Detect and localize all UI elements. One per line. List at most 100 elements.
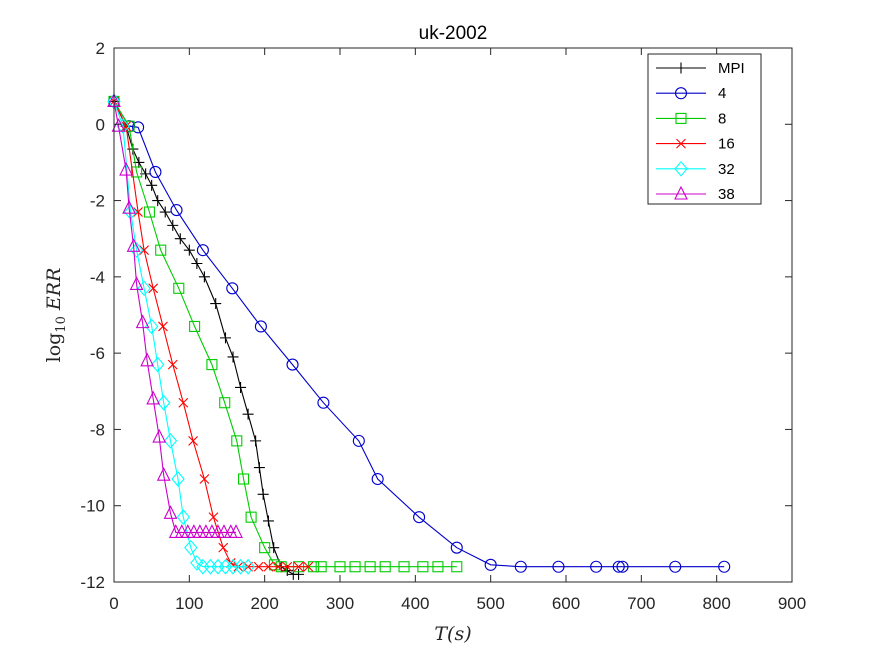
series-line-4	[113, 101, 725, 568]
data-point-4-13	[450, 541, 463, 554]
data-point-38-8	[146, 390, 161, 405]
data-point-8-21	[379, 561, 391, 573]
data-point-16-20	[303, 561, 314, 572]
data-point-38-2	[119, 161, 133, 176]
series-8	[108, 95, 463, 573]
legend-box	[647, 53, 762, 205]
data-point-32-12	[190, 555, 204, 571]
data-point-32-19	[241, 558, 255, 575]
y-tick-label: -4	[90, 268, 105, 287]
axes-group: 0 100 200 300 400 500 600 700 800 900 2 0 -2 -4 -6 -8 -1…	[80, 39, 806, 613]
data-point-8-24	[432, 561, 444, 573]
data-point-16-6	[167, 359, 178, 370]
data-point-8-7	[206, 359, 218, 371]
data-point-8-2	[131, 166, 143, 178]
legend-marker	[674, 87, 688, 100]
data-point-4-10	[352, 434, 365, 447]
legend-label: 38	[718, 186, 735, 203]
data-point-MPI-9	[174, 233, 186, 245]
data-point-32-6	[150, 356, 165, 373]
data-point-32-11	[184, 539, 198, 556]
data-point-MPI-15	[227, 351, 239, 363]
data-point-4-19	[616, 560, 629, 573]
data-point-16-19	[293, 561, 304, 572]
chart-title: uk-2002	[419, 23, 488, 44]
data-point-8-23	[417, 561, 429, 573]
data-point-32-10	[176, 509, 191, 526]
data-point-16-3	[139, 245, 150, 256]
data-point-16-4	[148, 283, 159, 294]
data-point-8-9	[231, 435, 243, 447]
data-point-8-25	[451, 561, 463, 573]
data-point-4-20	[669, 560, 682, 573]
data-point-8-10	[238, 473, 250, 485]
axes-box	[113, 47, 793, 583]
data-point-MPI-10	[183, 244, 195, 256]
legend-item-38: 38	[656, 185, 735, 203]
y-tick-label: -6	[90, 344, 105, 363]
data-point-16-9	[199, 474, 210, 484]
data-point-32-9	[171, 471, 185, 487]
data-point-MPI-14	[219, 332, 231, 344]
data-point-38-20	[217, 524, 231, 538]
data-point-MPI-16	[235, 381, 247, 393]
data-point-MPI-20	[257, 488, 269, 500]
data-point-8-19	[349, 561, 361, 573]
series-4	[107, 95, 731, 573]
data-point-4-5	[196, 244, 209, 257]
series-group	[107, 93, 731, 580]
data-point-16-5	[158, 321, 168, 332]
legend-marker	[676, 138, 686, 149]
x-axis-label-text: T(s)	[434, 623, 471, 645]
data-point-16-7	[178, 397, 189, 408]
data-point-8-20	[364, 561, 376, 573]
data-point-16-18	[282, 561, 293, 572]
y-tick-label: 0	[96, 115, 105, 134]
data-point-8-11	[245, 511, 257, 523]
legend-item-32: 32	[656, 161, 735, 178]
data-point-4-11	[371, 472, 384, 486]
data-point-16-10	[208, 512, 219, 523]
legend-item-16: 16	[656, 136, 735, 153]
y-axis-label-text: log10 ERR	[43, 268, 69, 363]
data-point-4-4	[170, 204, 183, 217]
data-point-38-22	[229, 524, 243, 538]
data-point-4-2	[132, 121, 145, 134]
data-point-38-11	[163, 505, 178, 519]
data-point-32-4	[137, 280, 151, 297]
x-axis-label: T(s)	[434, 623, 471, 645]
x-tick-label: 900	[778, 594, 806, 613]
series-32	[107, 93, 255, 575]
data-point-16-17	[273, 561, 284, 572]
data-point-MPI-12	[198, 271, 210, 283]
y-axis-label: log10 ERR	[43, 268, 69, 363]
data-point-4-17	[590, 560, 603, 573]
x-tick-label: 100	[175, 594, 203, 613]
legend-label: 32	[718, 161, 735, 178]
data-point-4-3	[149, 165, 162, 179]
data-point-MPI-26	[293, 568, 305, 580]
data-point-MPI-5	[146, 179, 158, 191]
y-tick-label: -8	[90, 420, 105, 439]
data-point-4-18	[612, 560, 625, 573]
data-point-8-22	[398, 561, 410, 573]
data-point-8-8	[219, 397, 231, 409]
x-tick-label: 200	[250, 594, 278, 613]
data-point-4-16	[552, 560, 565, 573]
data-point-4-8	[286, 358, 299, 371]
data-point-MPI-8	[167, 219, 179, 231]
data-point-16-11	[218, 542, 229, 553]
data-point-4-14	[484, 558, 497, 571]
x-tick-label: 0	[109, 594, 118, 613]
data-point-MPI-21	[262, 515, 274, 527]
data-point-8-1	[123, 120, 135, 132]
data-point-38-4	[126, 238, 141, 252]
data-point-8-4	[155, 244, 167, 256]
data-point-4-6	[226, 282, 239, 295]
data-point-MPI-19	[253, 462, 265, 474]
data-point-16-2	[133, 207, 143, 217]
data-point-MPI-13	[210, 298, 222, 310]
x-tick-label: 600	[552, 594, 580, 613]
series-16	[109, 96, 314, 572]
